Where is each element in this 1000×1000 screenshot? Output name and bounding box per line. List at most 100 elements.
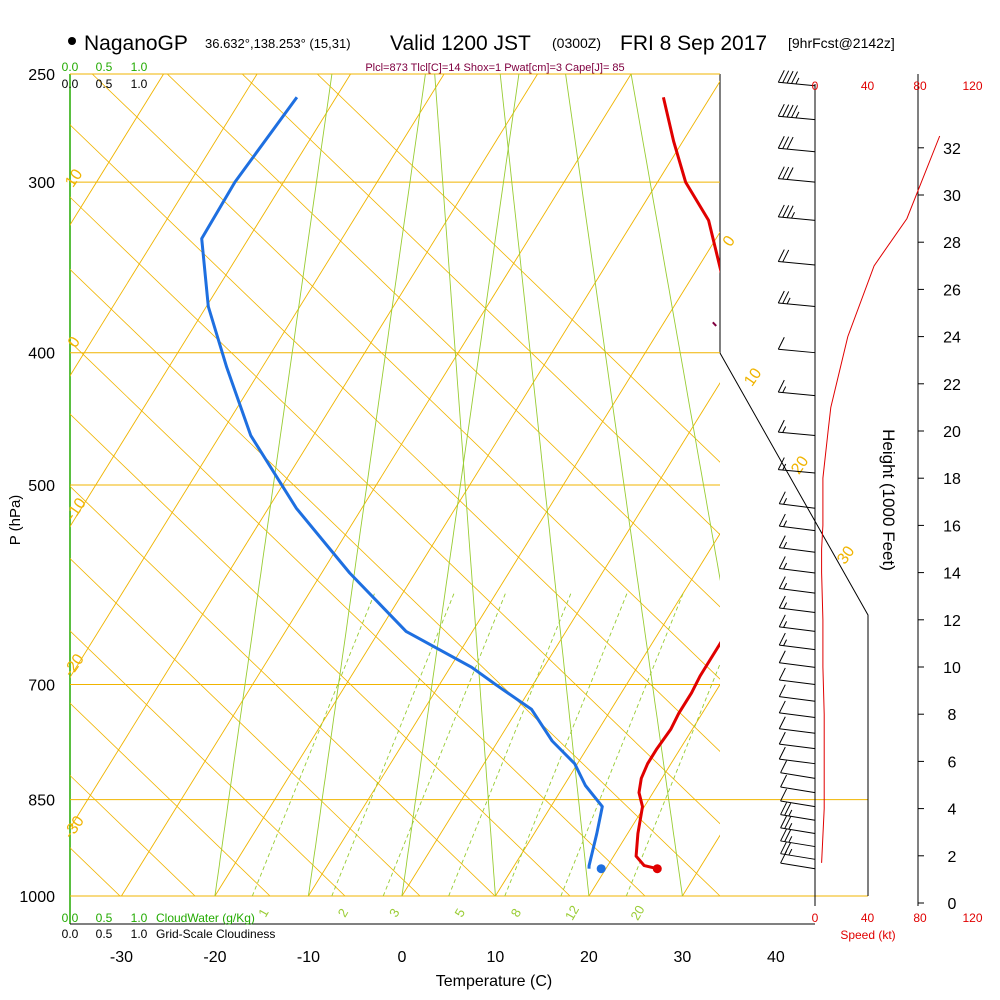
height-tick-label: 30 — [943, 188, 961, 205]
valid-utc: (0300Z) — [552, 35, 601, 51]
wind-barb-shaft — [780, 862, 816, 870]
wind-barb-shaft — [780, 772, 816, 779]
cloudiness-top-label: 0.5 — [96, 77, 113, 91]
wind-barb-half — [783, 541, 788, 549]
wind-barb-flag — [777, 204, 785, 218]
wind-barb-half — [788, 809, 793, 817]
cloudwater-bottom-label: 0.0 — [62, 911, 79, 925]
wind-barb-half — [783, 498, 788, 505]
wind-barb-flag — [777, 379, 785, 393]
mixing-ratio-label: 8 — [508, 906, 525, 920]
wind-barb-flag — [778, 535, 786, 548]
cloudwater-top-label: 0.0 — [62, 60, 79, 74]
isotherm-line — [308, 231, 720, 896]
wind-barb-shaft — [780, 853, 816, 860]
height-tick-label: 22 — [943, 377, 961, 394]
wind-barb-flag — [777, 337, 785, 350]
cloudiness-bottom-label: 0.0 — [62, 927, 79, 941]
speed-bottom-tick-label: 80 — [913, 911, 927, 925]
mixing-ratio-line — [331, 592, 455, 896]
height-tick-label: 24 — [943, 330, 961, 347]
temperature-tick-label: 0 — [397, 949, 406, 966]
height-tick-label: 18 — [943, 471, 961, 488]
wind-barb-shaft — [778, 431, 816, 437]
mixing-ratio-line — [251, 592, 376, 896]
height-tick-label: 0 — [948, 896, 957, 913]
wind-barb-flag — [778, 650, 786, 663]
wind-barb-shaft — [779, 696, 816, 702]
sounding-profiles — [200, 96, 720, 874]
wind-barb-shaft — [778, 81, 816, 87]
wind-barb-shaft — [779, 644, 816, 651]
wind-barb-flag — [780, 815, 788, 829]
wind-barb-half — [782, 463, 787, 471]
height-tick-label: 28 — [943, 235, 961, 252]
dry-adiabat-line — [166, 74, 720, 608]
skew-line-label: 20 — [788, 453, 812, 477]
height-tick-label: 12 — [943, 613, 961, 630]
dewpoint-line — [200, 96, 604, 869]
isotherm-line — [70, 74, 351, 528]
wind-barb-flag — [778, 684, 786, 697]
wind-barb-flag — [777, 419, 785, 433]
wind-barb-shaft — [780, 814, 816, 821]
temperature-line — [634, 96, 720, 871]
temperature-tick-label: -30 — [110, 949, 133, 966]
wind-barb-half — [786, 297, 791, 305]
dry-adiabat-line — [241, 74, 720, 536]
y-axis-title: P (hPa) — [7, 495, 24, 546]
wind-barb-flag — [782, 291, 790, 304]
mixing-ratio-line — [504, 592, 628, 896]
wind-barb-flag — [777, 249, 785, 262]
wind-barb-flag — [786, 167, 794, 180]
pressure-tick-label: 850 — [28, 793, 55, 810]
temperature-tick-label: 20 — [580, 949, 598, 966]
cloudiness-top-label: 0.0 — [62, 77, 79, 91]
wind-barb-shaft — [778, 261, 816, 266]
height-tick-label: 16 — [943, 518, 961, 535]
skew-line-label: -30 — [61, 813, 88, 842]
wind-barb-flag — [780, 774, 788, 788]
wind-barb-half — [783, 602, 788, 609]
dry-adiabat-line — [70, 413, 571, 896]
wind-barb-flag — [777, 457, 785, 470]
isotherm-line — [70, 74, 258, 377]
temperature-tick-label: 40 — [767, 949, 785, 966]
wind-barb-shaft — [778, 302, 816, 307]
wind-barb-flag — [778, 632, 786, 646]
wind-barb-flag — [780, 828, 788, 842]
mixing-ratio-label: 20 — [627, 903, 647, 923]
mixing-ratio-label: 12 — [562, 903, 582, 923]
pressure-tick-label: 300 — [28, 175, 55, 192]
moist-adiabat-line — [499, 74, 590, 896]
wind-barb-flag — [777, 290, 785, 304]
height-tick-label: 32 — [943, 141, 961, 158]
wind-barb-flag — [778, 556, 786, 569]
dry-adiabat-line — [316, 74, 720, 463]
wind-barb-shaft — [779, 588, 816, 594]
height-tick-label: 2 — [948, 849, 957, 866]
isotherm-line — [588, 683, 720, 896]
wind-barb-half — [782, 386, 787, 393]
mixing-ratio-line — [382, 592, 506, 896]
wind-barb-shaft — [778, 469, 816, 474]
speed-profile-line — [821, 135, 941, 863]
cloudwater-title: CloudWater (g/Kg) — [156, 911, 255, 925]
wind-barb-half — [783, 562, 788, 570]
dry-adiabat-line — [91, 74, 720, 680]
wind-barb-shaft — [778, 147, 816, 153]
temperature-tick-label: 10 — [487, 949, 505, 966]
wind-barb-half — [795, 111, 800, 119]
wind-barb-flag — [777, 70, 785, 83]
wind-barb-flag — [777, 166, 785, 179]
dry-adiabat-line — [70, 485, 496, 896]
parcel-line — [712, 321, 720, 332]
speed-bottom-tick-label: 40 — [861, 911, 875, 925]
wind-barb-flag — [784, 816, 792, 829]
surface-temperature-dot — [652, 864, 662, 874]
pressure-tick-label: 700 — [28, 678, 55, 695]
wind-barb-half — [788, 848, 793, 856]
wind-barb-flag — [778, 667, 786, 681]
thermo-grid — [69, 73, 869, 925]
moist-adiabat-line — [214, 74, 333, 896]
